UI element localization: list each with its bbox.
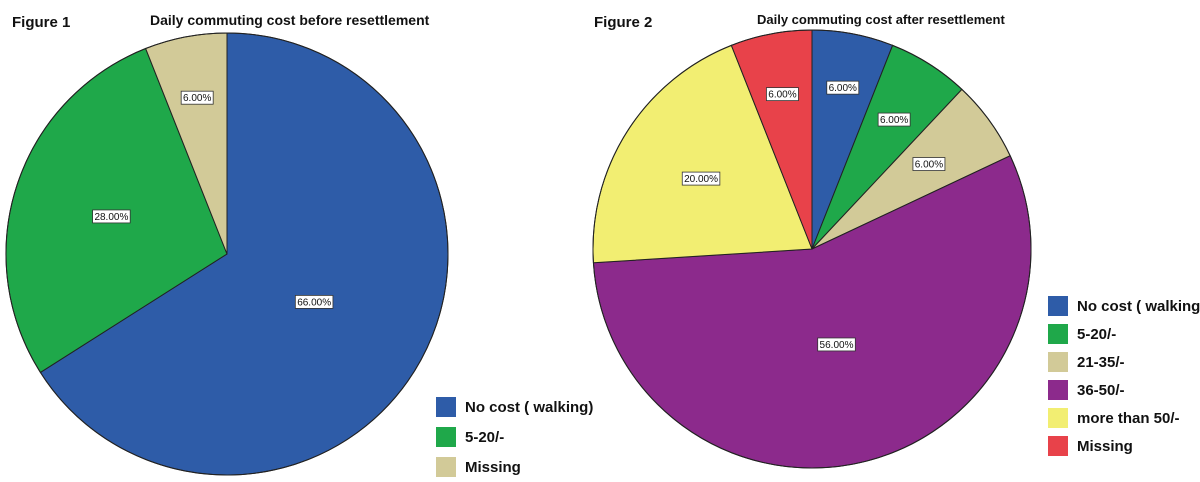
slice-label-5-20: 28.00% bbox=[92, 209, 131, 224]
legend-swatch bbox=[436, 457, 456, 477]
figure-label: Figure 1 bbox=[12, 14, 71, 31]
svg-text:6.00%: 6.00% bbox=[829, 83, 857, 94]
pie-chart-after: 6.00% 6.00% 6.00% 56.00% 20.00% 6.00% bbox=[592, 29, 1032, 469]
svg-text:6.00%: 6.00% bbox=[183, 93, 211, 104]
legend-swatch bbox=[1048, 408, 1068, 428]
legend-label: Missing bbox=[465, 458, 521, 476]
legend-swatch bbox=[1048, 324, 1068, 344]
figure-label: Figure 2 bbox=[594, 14, 653, 31]
chart-title: Daily commuting cost before resettlement bbox=[150, 12, 430, 28]
pie-outline bbox=[592, 29, 1032, 469]
legend-item-missing: Missing bbox=[436, 452, 593, 482]
legend-item-5-20: 5-20/- bbox=[1048, 320, 1200, 348]
chart-title: Daily commuting cost after resettlement bbox=[757, 12, 1005, 27]
legend-label: Missing bbox=[1077, 437, 1133, 455]
figure-2-panel: Figure 2 Daily commuting cost after rese… bbox=[592, 0, 1200, 479]
legend-swatch bbox=[1048, 380, 1068, 400]
slice-label-no-cost-walking: 66.00% bbox=[294, 295, 334, 309]
svg-text:6.00%: 6.00% bbox=[915, 160, 943, 171]
figure-1-panel: Figure 1 Daily commuting cost before res… bbox=[0, 0, 600, 479]
slice-label-no-cost-walking: 6.00% bbox=[826, 80, 860, 95]
legend-swatch bbox=[1048, 436, 1068, 456]
legend-item-no-cost-walking: No cost ( walking) bbox=[436, 392, 593, 422]
legend-label: 36-50/- bbox=[1077, 381, 1125, 399]
pie-chart-before: 66.00% 28.00% 6.00% bbox=[5, 32, 449, 476]
legend-label: 21-35/- bbox=[1077, 353, 1125, 371]
legend: No cost ( walking) 5-20/- 21-35/- 36-50/- mo… bbox=[1048, 292, 1200, 460]
legend-label: No cost ( walking) bbox=[1077, 297, 1200, 315]
legend-swatch bbox=[436, 397, 456, 417]
legend-label: 5-20/- bbox=[1077, 325, 1117, 343]
svg-text:6.00%: 6.00% bbox=[880, 115, 908, 126]
svg-text:56.00%: 56.00% bbox=[820, 340, 854, 351]
legend-label: 5-20/- bbox=[465, 428, 505, 446]
legend-label: No cost ( walking) bbox=[465, 398, 594, 416]
legend-item-missing: Missing bbox=[1048, 432, 1200, 460]
legend-item-21-35: 21-35/- bbox=[1048, 348, 1200, 376]
legend-swatch bbox=[1048, 296, 1068, 316]
legend-item-5-20: 5-20/- bbox=[436, 422, 593, 452]
svg-text:20.00%: 20.00% bbox=[684, 174, 718, 185]
svg-text:6.00%: 6.00% bbox=[768, 90, 796, 101]
legend-swatch bbox=[1048, 352, 1068, 372]
legend-item-36-50: 36-50/- bbox=[1048, 376, 1200, 404]
slice-label-more-than-50: 20.00% bbox=[681, 171, 721, 186]
svg-text:66.00%: 66.00% bbox=[297, 297, 331, 308]
svg-text:28.00%: 28.00% bbox=[94, 212, 128, 223]
legend: No cost ( walking) 5-20/- Missing bbox=[436, 392, 593, 482]
slice-label-36-50: 56.00% bbox=[817, 337, 856, 352]
pie-outline bbox=[5, 32, 449, 476]
legend-label: more than 50/- bbox=[1077, 409, 1180, 427]
slice-label-missing: 6.00% bbox=[766, 87, 799, 102]
legend-item-no-cost-walking: No cost ( walking) bbox=[1048, 292, 1200, 320]
slice-label-5-20: 6.00% bbox=[877, 112, 911, 127]
legend-swatch bbox=[436, 427, 456, 447]
legend-item-more-than-50: more than 50/- bbox=[1048, 404, 1200, 432]
slice-label-missing: 6.00% bbox=[180, 90, 214, 105]
slice-label-21-35: 6.00% bbox=[912, 157, 946, 171]
